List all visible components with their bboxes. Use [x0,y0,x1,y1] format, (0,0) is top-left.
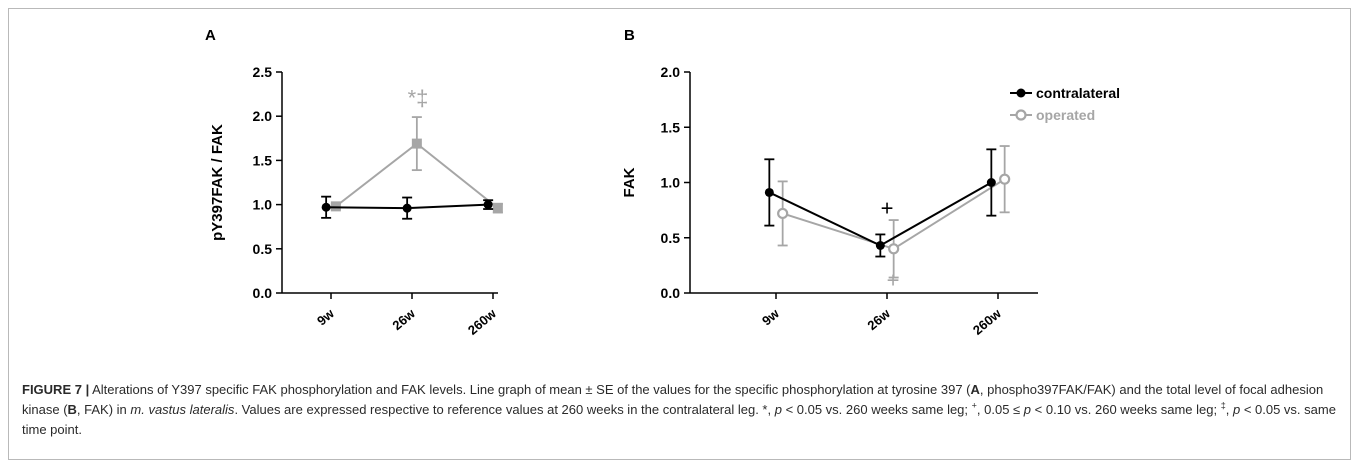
y-axis-label: FAK [621,167,638,197]
significance-annotation: *‡ [408,86,429,111]
significance-annotation: + [887,267,900,292]
y-tick-label: 1.0 [661,175,681,191]
data-point [888,243,900,255]
x-tick-label: 9w [759,305,783,328]
panel-a-label: A [205,27,216,44]
data-point [321,202,331,212]
y-tick-label: 0.0 [253,285,273,301]
data-point [875,240,885,250]
y-tick-label: 1.5 [661,119,681,135]
y-tick-label: 2.5 [253,64,273,80]
y-tick-label: 2.0 [253,108,273,124]
caption-symbol-double-dagger: ‡ [1220,400,1226,411]
caption-text: Alterations of Y397 specific FAK phospho… [89,382,971,397]
y-tick-label: 2.0 [661,64,681,80]
chart-legend: contralateral operated [1010,85,1120,123]
data-point [986,178,996,187]
legend-marker [1016,88,1026,98]
x-tick-label: 260w [970,305,1005,338]
chart-panel-a: 0.0 0.5 1.0 1.5 2.0 2.5 9w 26w 260w pY397FAK / FA… [209,64,503,338]
caption-text: , [1225,402,1233,417]
x-tick-label: 26w [864,305,893,333]
figure-frame [8,8,1351,460]
chart-panel-b: 0.0 0.5 1.0 1.5 2.0 9w 26w 260w FAK + + [621,64,1038,338]
figure-caption: FIGURE 7 | Alterations of Y397 specific … [22,380,1342,440]
caption-symbol-plus: + [971,400,977,411]
caption-p: p [1023,402,1032,417]
legend-marker [1015,109,1027,121]
data-point [777,207,789,220]
caption-text: < 0.10 vs. 260 weeks same leg; [1031,402,1221,417]
caption-panel-ref-a: A [970,382,980,397]
y-tick-label: 0.0 [661,285,681,301]
y-tick-label: 0.5 [661,230,681,246]
caption-text: < 0.05 vs. 260 weeks same leg; [781,402,972,417]
caption-p: p [774,402,782,417]
data-point [402,203,412,213]
caption-panel-ref-b: B [67,402,77,417]
caption-text: . Values are expressed respective to ref… [234,402,775,417]
caption-text: , 0.05 ≤ [976,402,1024,417]
legend-label: contralateral [1036,85,1120,101]
caption-muscle-name: m. vastus lateralis [130,402,235,417]
panel-b-label: B [624,27,635,44]
figure-panels: A B 0.0 0.5 1.0 1.5 2.0 2.5 9w 26w 260w pY397FAK … [205,27,1120,338]
caption-text: , FAK) in [76,402,131,417]
y-tick-label: 1.0 [253,197,273,213]
data-point [492,203,503,214]
y-tick-label: 1.5 [253,152,273,168]
significance-annotation: + [881,196,894,221]
x-tick-label: 260w [465,305,500,338]
figure-label: FIGURE 7 | [22,382,90,397]
x-tick-label: 26w [389,305,418,333]
y-axis-label: pY397FAK / FAK [209,124,226,241]
legend-label: operated [1036,107,1095,123]
data-point [483,200,493,210]
caption-text: , phospho397FAK/FAK) and the total level… [22,382,1324,417]
caption-text: < 0.05 vs. same time point. [22,402,1336,437]
data-point [411,138,422,149]
data-point [999,173,1011,185]
caption-p: p [1232,402,1241,417]
x-tick-label: 9w [314,305,338,328]
data-point [764,187,774,197]
y-tick-label: 0.5 [253,241,273,257]
